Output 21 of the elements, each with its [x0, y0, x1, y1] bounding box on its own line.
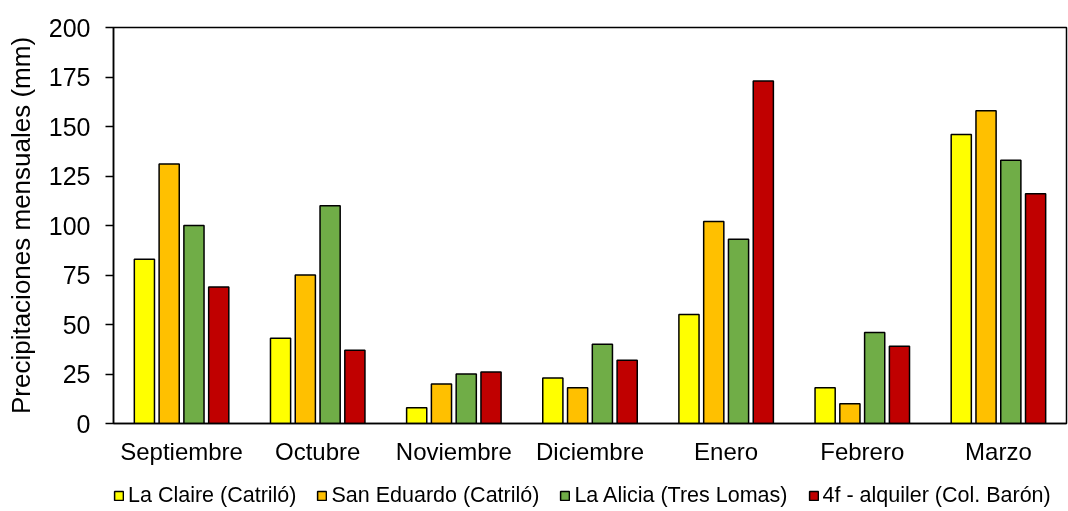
- y-tick-label: 50: [62, 310, 91, 339]
- legend-label: 4f - alquiler (Col. Barón): [822, 483, 1051, 508]
- x-tick-label: Febrero: [820, 437, 905, 465]
- x-tick-label: Diciembre: [535, 437, 645, 465]
- y-tick-label: 125: [48, 162, 91, 190]
- y-tick-label: 25: [62, 360, 91, 388]
- y-tick-label: 0: [76, 409, 91, 438]
- legend-label: San Eduardo (Catriló): [331, 483, 540, 508]
- y-tick-label: 200: [48, 13, 91, 42]
- legend-label: La Alicia (Tres Lomas): [574, 483, 788, 508]
- x-tick-label: Noviembre: [395, 437, 512, 465]
- y-axis-title: Precipitaciones mensuales (mm): [5, 36, 36, 415]
- x-tick-label: Marzo: [965, 437, 1032, 465]
- y-tick-label: 75: [62, 261, 91, 289]
- x-tick-label: Septiembre: [120, 437, 243, 465]
- y-tick-label: 150: [48, 112, 91, 141]
- y-tick-label: 100: [48, 211, 91, 240]
- x-tick-label: Octubre: [275, 437, 361, 465]
- x-tick-label: Enero: [694, 437, 759, 465]
- y-tick-label: 175: [48, 63, 91, 91]
- legend-label: La Claire (Catriló): [128, 483, 297, 508]
